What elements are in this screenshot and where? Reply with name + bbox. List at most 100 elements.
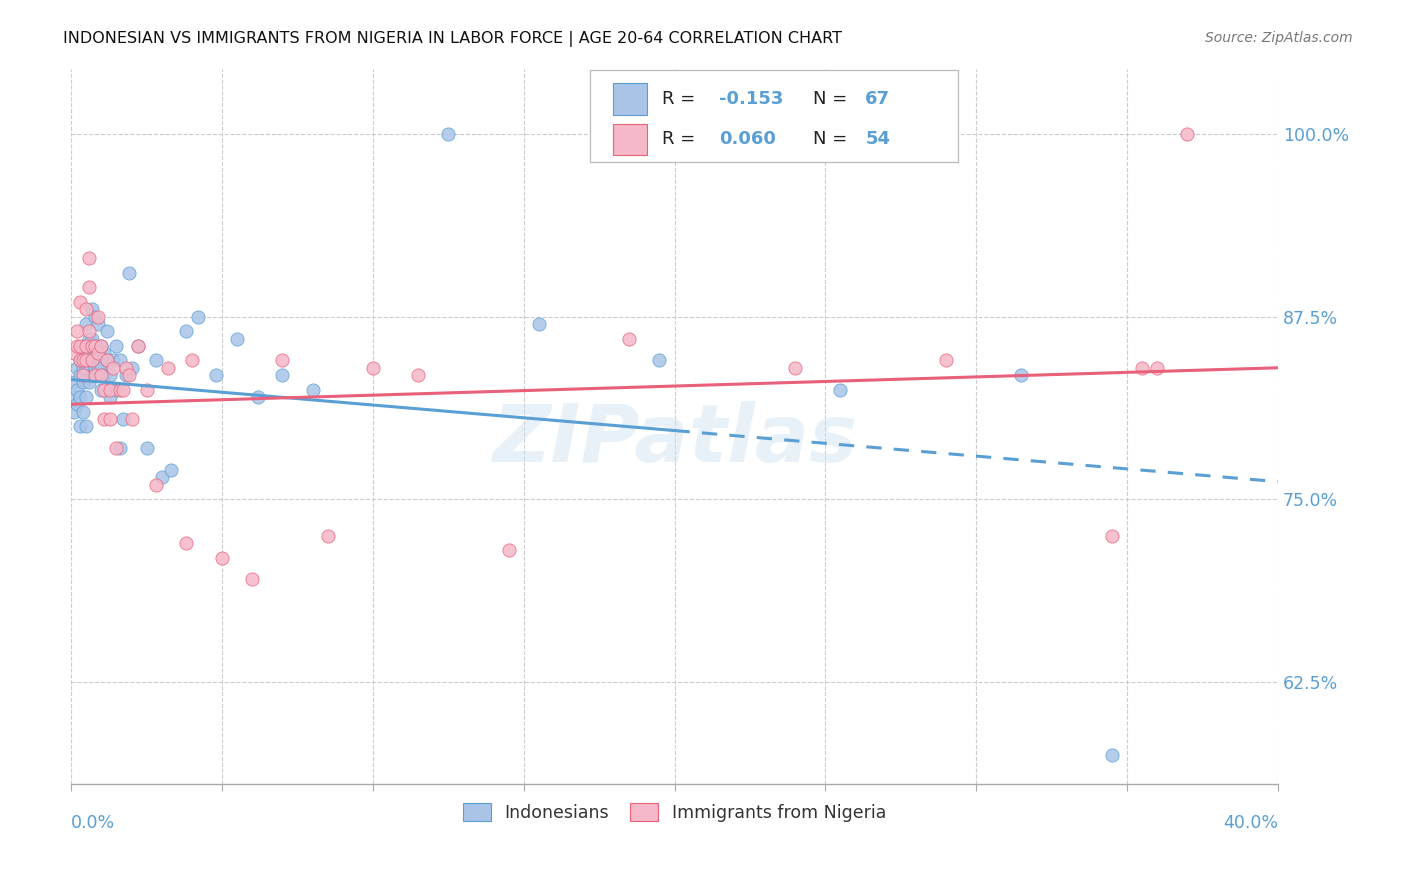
Point bbox=[90, 383, 112, 397]
Point bbox=[79, 376, 101, 390]
Point bbox=[96, 353, 118, 368]
Point bbox=[174, 324, 197, 338]
Point bbox=[830, 383, 852, 397]
Text: Source: ZipAtlas.com: Source: ZipAtlas.com bbox=[1205, 31, 1353, 45]
Point bbox=[619, 332, 641, 346]
Point bbox=[527, 317, 550, 331]
Point bbox=[63, 346, 86, 360]
Point bbox=[135, 383, 157, 397]
Point bbox=[82, 339, 104, 353]
Point bbox=[75, 302, 97, 317]
Point bbox=[117, 266, 139, 280]
Point bbox=[69, 390, 91, 404]
Point bbox=[361, 360, 384, 375]
Point bbox=[87, 346, 110, 360]
Point bbox=[1010, 368, 1032, 383]
Point bbox=[87, 317, 110, 331]
Text: ZIPatlas: ZIPatlas bbox=[492, 401, 858, 480]
Point bbox=[271, 353, 294, 368]
Text: 0.060: 0.060 bbox=[720, 130, 776, 148]
Point bbox=[271, 368, 294, 383]
Point bbox=[105, 441, 128, 455]
Point bbox=[93, 383, 115, 397]
Point bbox=[93, 412, 115, 426]
Point bbox=[63, 390, 86, 404]
Point bbox=[69, 419, 91, 434]
Point bbox=[72, 339, 94, 353]
Text: 67: 67 bbox=[865, 90, 890, 108]
Point bbox=[437, 127, 460, 141]
Point bbox=[498, 543, 520, 558]
Point bbox=[87, 346, 110, 360]
Point bbox=[66, 339, 89, 353]
FancyBboxPatch shape bbox=[613, 83, 647, 114]
Point bbox=[406, 368, 429, 383]
Point bbox=[226, 332, 249, 346]
Point bbox=[69, 353, 91, 368]
Point bbox=[90, 360, 112, 375]
Point bbox=[72, 360, 94, 375]
Point bbox=[108, 383, 131, 397]
Point bbox=[87, 310, 110, 324]
Point bbox=[240, 573, 263, 587]
Point bbox=[111, 383, 134, 397]
Point bbox=[105, 383, 128, 397]
Point bbox=[103, 360, 125, 375]
Point bbox=[121, 412, 143, 426]
Point bbox=[93, 346, 115, 360]
Text: 54: 54 bbox=[865, 130, 890, 148]
Point bbox=[82, 353, 104, 368]
Text: N =: N = bbox=[813, 130, 853, 148]
Point bbox=[72, 368, 94, 383]
Point bbox=[114, 360, 136, 375]
Point bbox=[72, 404, 94, 418]
Point bbox=[159, 463, 181, 477]
Text: 40.0%: 40.0% bbox=[1223, 814, 1278, 832]
Point bbox=[69, 295, 91, 310]
Point bbox=[117, 368, 139, 383]
Point bbox=[127, 339, 149, 353]
Point bbox=[84, 339, 107, 353]
Point bbox=[100, 383, 122, 397]
Point bbox=[180, 353, 202, 368]
Point bbox=[150, 470, 173, 484]
Point bbox=[69, 353, 91, 368]
Point bbox=[66, 360, 89, 375]
Text: INDONESIAN VS IMMIGRANTS FROM NIGERIA IN LABOR FORCE | AGE 20-64 CORRELATION CHA: INDONESIAN VS IMMIGRANTS FROM NIGERIA IN… bbox=[63, 31, 842, 47]
Point bbox=[111, 412, 134, 426]
Point bbox=[66, 397, 89, 411]
Text: -0.153: -0.153 bbox=[720, 90, 783, 108]
Point bbox=[145, 477, 167, 491]
Point bbox=[108, 441, 131, 455]
Point bbox=[108, 353, 131, 368]
Point bbox=[93, 368, 115, 383]
Point bbox=[935, 353, 957, 368]
Point bbox=[84, 360, 107, 375]
Text: R =: R = bbox=[662, 130, 702, 148]
Point bbox=[156, 360, 179, 375]
Point bbox=[105, 339, 128, 353]
Point bbox=[75, 419, 97, 434]
Point bbox=[145, 353, 167, 368]
Point bbox=[75, 317, 97, 331]
Point bbox=[301, 383, 323, 397]
Point bbox=[69, 339, 91, 353]
Point bbox=[96, 324, 118, 338]
Point bbox=[66, 324, 89, 338]
Point bbox=[100, 390, 122, 404]
Point bbox=[648, 353, 671, 368]
Point bbox=[75, 339, 97, 353]
Point bbox=[72, 353, 94, 368]
Point bbox=[785, 360, 807, 375]
Point bbox=[127, 339, 149, 353]
Point bbox=[100, 412, 122, 426]
Point bbox=[1175, 127, 1198, 141]
Point bbox=[90, 339, 112, 353]
Point bbox=[63, 376, 86, 390]
FancyBboxPatch shape bbox=[613, 124, 647, 155]
Point bbox=[90, 368, 112, 383]
Point bbox=[69, 368, 91, 383]
Point bbox=[135, 441, 157, 455]
Point bbox=[1101, 529, 1123, 543]
Point bbox=[316, 529, 339, 543]
